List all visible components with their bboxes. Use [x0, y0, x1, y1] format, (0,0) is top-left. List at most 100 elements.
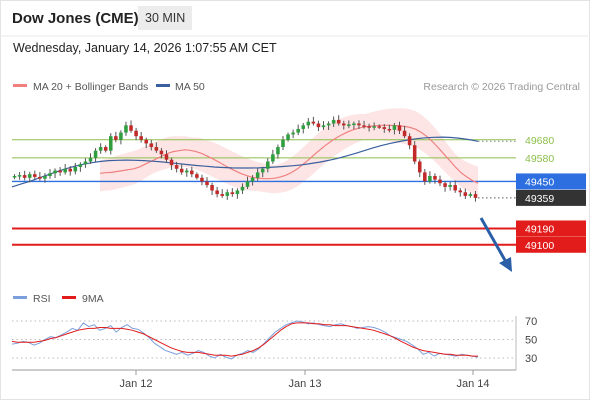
candle-body: [200, 177, 204, 182]
candle-body: [83, 161, 88, 165]
candle-body: [174, 165, 179, 169]
candle-body: [88, 157, 93, 162]
candle-body: [336, 119, 341, 124]
candle-body: [190, 170, 194, 175]
timeframe-badge[interactable]: 30 MIN: [138, 6, 193, 30]
candle-body: [164, 154, 169, 160]
last-price-badge: [516, 189, 586, 206]
candle-body: [220, 194, 224, 196]
candle-body: [255, 172, 260, 178]
candle-body: [184, 170, 189, 173]
candle-body: [266, 161, 270, 169]
candle-body: [412, 145, 417, 162]
candle-body: [448, 185, 452, 187]
candle-body: [103, 147, 108, 151]
moving-averages: [11, 124, 479, 188]
candle-body: [68, 168, 73, 172]
candle-body: [93, 150, 98, 158]
resistance-1-label: 49580: [525, 153, 554, 165]
candle-body: [98, 147, 103, 151]
resistance-2-label: 49680: [525, 135, 554, 147]
bollinger-fill: [100, 108, 478, 197]
candle-body: [210, 185, 214, 191]
chart-datetime: Wednesday, January 14, 2026 1:07:55 AM C…: [13, 41, 277, 55]
candle-body: [225, 192, 230, 196]
candle-body: [316, 123, 321, 128]
candle-body: [63, 168, 67, 173]
candle-body: [347, 124, 351, 126]
candle-body: [108, 136, 113, 151]
candle-body: [48, 173, 52, 176]
candle-body: [291, 132, 295, 135]
candle-body: [362, 125, 366, 127]
candle-body: [357, 123, 361, 126]
candle-body: [159, 150, 164, 155]
candle-body: [134, 130, 138, 137]
candle-body: [438, 179, 442, 184]
chart-header: Dow Jones (CME) 30 MIN: [0, 0, 588, 36]
rsi-tick-30: 30: [525, 353, 537, 365]
candle-body: [367, 126, 371, 128]
x-axis-ticks: Jan 12 Jan 13 Jan 14: [119, 370, 490, 390]
candle-body: [53, 170, 57, 174]
candle-body: [78, 164, 83, 167]
candle-body: [458, 190, 463, 193]
candle-body: [12, 176, 17, 178]
candle-body: [453, 185, 457, 191]
forecast-arrow-icon: [479, 217, 512, 272]
candle-body: [245, 181, 250, 187]
rsi-tick-50: 50: [525, 335, 537, 347]
candle-body: [276, 147, 280, 155]
last-price-label: 49359: [525, 193, 554, 205]
ma50-legend-label: MA 50: [175, 81, 205, 93]
bollinger-bands: [100, 108, 478, 197]
candle-body: [154, 147, 159, 151]
rsi-legend-swatch: [13, 296, 27, 299]
candle-body: [286, 134, 290, 140]
copyright-label: Research © 2026 Trading Central: [423, 81, 580, 93]
candlesticks: [12, 115, 478, 202]
candle-body: [22, 175, 27, 178]
candle-body: [428, 176, 432, 182]
candle-body: [119, 132, 123, 140]
candle-body: [407, 136, 412, 146]
candle-body: [144, 139, 149, 144]
candle-body: [205, 181, 209, 186]
key-levels: [12, 139, 516, 246]
candle-body: [27, 174, 32, 178]
ma20-line: [99, 124, 479, 184]
pivot-badge: [516, 173, 586, 190]
candle-body: [352, 123, 356, 126]
candle-body: [281, 139, 285, 148]
level-labels: 49680 49580 49450 49359 49190 49100: [516, 135, 586, 253]
x-tick-label: Jan 14: [456, 378, 489, 390]
rsi-ma-line: [11, 322, 478, 357]
ma20-legend-swatch: [13, 84, 27, 87]
candle-body: [139, 136, 143, 140]
candle-body: [306, 121, 311, 126]
candle-body: [433, 176, 437, 180]
candle-body: [230, 192, 235, 195]
candle-body: [149, 143, 154, 148]
support-1-badge: [516, 220, 586, 237]
candle-body: [296, 128, 300, 133]
candle-body: [331, 119, 336, 124]
candle-body: [169, 159, 174, 166]
instrument-title: Dow Jones (CME): [12, 10, 139, 27]
candle-body: [271, 154, 275, 162]
ma50-legend-swatch: [156, 84, 170, 87]
candle-body: [301, 125, 306, 129]
candle-body: [382, 127, 387, 129]
candle-body: [341, 123, 346, 126]
rsi-line: [11, 320, 479, 360]
rsi-tick-70: 70: [525, 316, 537, 328]
candle-body: [463, 192, 468, 196]
candle-body: [377, 126, 382, 128]
rsi-legend-label: RSI: [33, 293, 51, 305]
candle-body: [468, 194, 473, 196]
candle-body: [17, 175, 22, 177]
candle-body: [321, 125, 326, 128]
candle-body: [392, 125, 397, 130]
candle-body: [260, 168, 265, 173]
